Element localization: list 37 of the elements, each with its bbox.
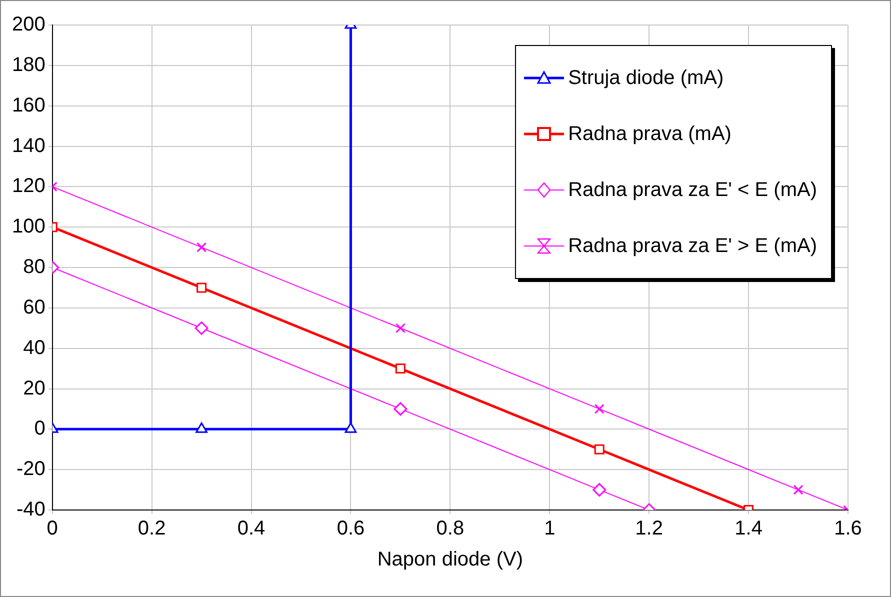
legend-label: Radna prava za E' < E (mA) [568,178,817,202]
x-tick-label: 1.2 [635,518,663,540]
point [196,422,208,433]
y-tick-label: 60 [23,296,46,318]
x-tick-label: 1.4 [734,518,762,540]
legend-label: Radna prava (mA) [568,122,732,146]
point [395,364,406,374]
y-tick-label: 200 [12,14,46,36]
legend-label: Radna prava za E' > E (mA) [568,234,817,258]
legend-label: Struja diode (mA) [568,66,724,90]
x-tick-label: 0.2 [138,518,166,540]
x-tick-label: 0.4 [237,518,266,540]
y-tick-label: -40 [16,498,46,521]
x-axis-title: Napon diode (V) [377,548,524,571]
y-tick-label: 120 [12,175,46,198]
y-tick-label: 80 [23,256,46,278]
x-tick-label: 1 [544,518,556,540]
y-tick-label: 40 [23,336,46,359]
point [196,282,207,293]
point [344,422,357,433]
x-tick-label: 0.6 [336,518,365,540]
point [194,321,208,335]
y-tick-label: 140 [12,134,46,157]
y-tick-label: 100 [12,216,46,238]
x-tick-label: 1.6 [834,518,862,540]
point [594,444,604,454]
y-tick-label: 20 [23,377,46,400]
point [793,484,804,495]
point [594,404,604,414]
x-tick-label: 0.8 [436,518,464,540]
y-tick-label: -20 [16,458,46,480]
y-tick-label: 0 [34,418,46,440]
point [395,323,406,334]
point [394,402,408,416]
point [196,242,207,252]
y-tick-label: 180 [12,54,46,76]
y-tick-label: 160 [12,94,46,116]
